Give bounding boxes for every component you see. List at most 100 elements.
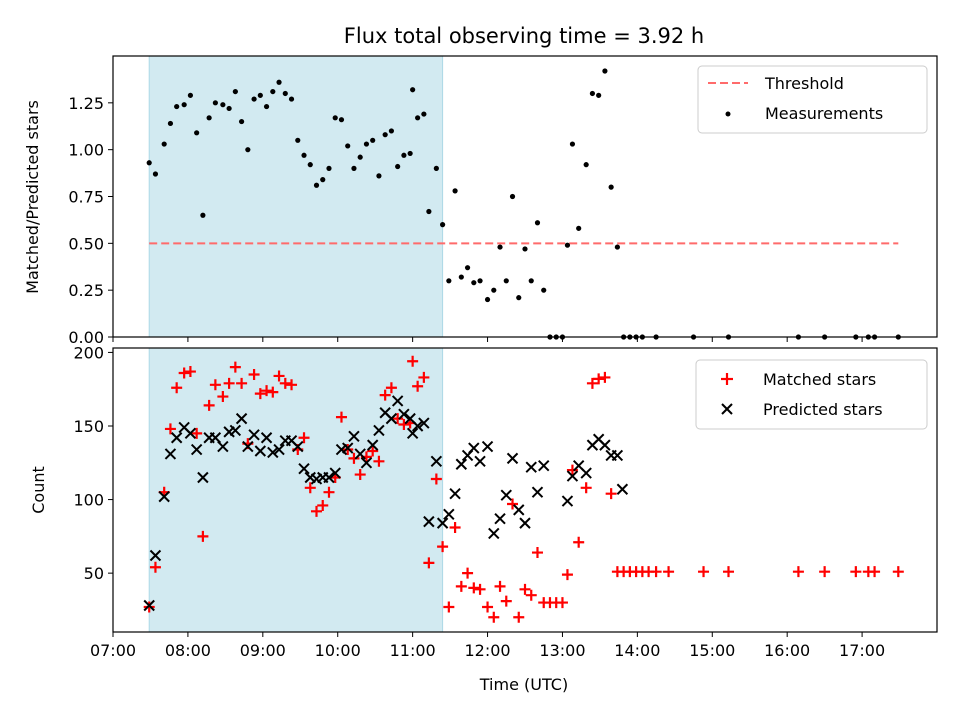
predicted-star-point	[513, 504, 525, 516]
predicted-star-point	[616, 483, 629, 495]
predicted-star-point	[406, 427, 419, 440]
measurement-point	[320, 177, 326, 183]
matched-star-point	[462, 567, 474, 579]
predicted-star-point	[531, 486, 544, 498]
matched-star-point	[418, 371, 430, 383]
predicted-legend-label: Predicted stars	[763, 400, 883, 419]
matched-star-point	[311, 505, 323, 517]
predicted-star-point	[164, 448, 177, 460]
matched-star-point	[488, 611, 500, 623]
matched-star-point	[599, 371, 611, 383]
matched-star-point	[455, 580, 467, 592]
predicted-star-point	[398, 408, 410, 420]
matched-star-point	[437, 541, 449, 553]
measurement-point	[345, 143, 351, 149]
matched-star-point	[663, 566, 675, 578]
matched-star-point	[449, 522, 461, 534]
measurement-point	[146, 160, 152, 166]
y-tick-label: 200	[73, 343, 104, 362]
top-chart-title: Flux total observing time = 3.92 h	[344, 24, 704, 48]
matched-star-point	[698, 566, 710, 578]
measurement-point	[608, 184, 614, 190]
measurement-point	[206, 115, 212, 121]
x-axis-label: Time (UTC)	[479, 675, 568, 694]
x-tick-label: 14:00	[614, 641, 660, 660]
measurement-point	[276, 79, 282, 85]
measurement-point	[395, 163, 401, 170]
measurement-point	[388, 128, 395, 134]
measurement-point	[187, 92, 194, 98]
matched-star-point	[323, 486, 335, 498]
predicted-star-point	[488, 527, 500, 540]
predicted-star-point	[248, 429, 260, 441]
measurement-point	[167, 120, 174, 127]
top-panel-shaded-interval	[148, 55, 444, 338]
measurement-point	[263, 103, 270, 110]
matched-star-point	[149, 561, 161, 573]
matched-star-point	[171, 382, 183, 394]
measurement-point	[288, 96, 295, 102]
measurement-point	[200, 212, 206, 218]
measurement-point	[181, 102, 187, 108]
measurement-point	[357, 154, 363, 160]
predicted-star-point	[260, 432, 273, 444]
matched-star-point	[443, 601, 455, 613]
matched-star-point	[279, 377, 291, 389]
predicted-star-point	[292, 440, 304, 453]
predicted-star-point	[342, 442, 354, 454]
top-y-axis-label: Matched/Predicted stars	[23, 100, 42, 294]
matched-star-point	[273, 370, 285, 382]
measurement-point	[351, 165, 357, 171]
measurement-point	[446, 278, 452, 284]
x-tick-label: 12:00	[464, 641, 510, 660]
matched-star-point	[412, 380, 424, 392]
bottom-y-axis-ticks: 50 100 150 200	[73, 343, 113, 583]
measurement-point	[534, 220, 541, 226]
y-tick-label: 0.00	[68, 328, 104, 347]
matched-star-point	[223, 377, 235, 389]
predicted-star-point	[217, 440, 229, 453]
top-x-axis-ticks	[112, 337, 863, 342]
measurement-point	[232, 88, 238, 95]
predicted-star-point	[373, 424, 385, 437]
x-tick-label: 17:00	[839, 641, 885, 660]
measurement-point	[464, 265, 471, 271]
matched-star-point	[573, 536, 585, 548]
predicted-legend-swatch	[721, 403, 733, 415]
matched-legend-swatch	[721, 373, 733, 385]
matched-star-point	[468, 582, 480, 594]
measurement-point	[522, 246, 528, 252]
matched-star-point	[191, 427, 203, 439]
top-legend: Threshold Measurements	[697, 65, 928, 134]
measurement-point	[602, 68, 608, 74]
matched-star-point	[267, 386, 279, 398]
matched-star-point	[335, 411, 347, 423]
predicted-star-point	[566, 470, 579, 482]
matched-star-point	[261, 385, 273, 397]
predicted-star-point	[481, 440, 494, 453]
matched-star-point	[430, 473, 442, 485]
matched-star-point	[373, 455, 385, 467]
measurement-point	[338, 117, 345, 123]
predicted-star-point	[449, 487, 461, 500]
bottom-panel: 50 100 150 200 07:00 08:00 09:00 10:00 11:00 12:…	[29, 343, 938, 694]
matched-star-point	[254, 388, 266, 400]
measurement-point	[491, 287, 497, 293]
measurement-point	[220, 102, 226, 108]
predicted-star-point	[149, 549, 162, 562]
x-tick-label: 08:00	[165, 641, 211, 660]
measurement-point	[370, 137, 376, 143]
measurement-point	[245, 147, 251, 153]
matched-star-point	[298, 432, 310, 444]
top-y-axis-ticks: 0.00 0.25 0.50 0.75 1.00 1.25	[68, 94, 113, 347]
predicted-star-point	[323, 471, 335, 484]
predicted-star-point	[391, 395, 404, 407]
matched-star-point	[525, 589, 537, 601]
predicted-star-point	[235, 412, 248, 425]
top-panel: 0.00 0.25 0.50 0.75 1.00 1.25 Matched/Predict…	[23, 55, 938, 347]
measurement-point	[257, 92, 263, 98]
y-tick-label: 1.00	[68, 141, 104, 160]
matched-star-point	[723, 566, 735, 578]
y-tick-label: 1.25	[68, 94, 104, 113]
matched-star-point	[203, 399, 215, 411]
